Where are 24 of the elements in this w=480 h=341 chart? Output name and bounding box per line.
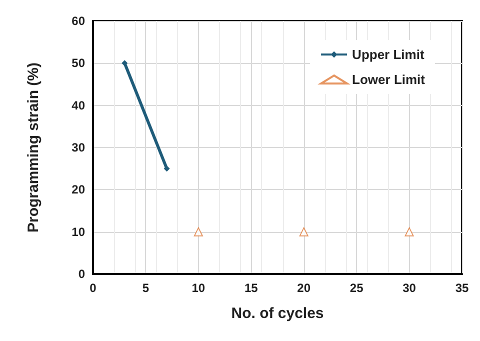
y-tick-label: 40: [72, 98, 86, 112]
x-tick-label: 15: [244, 281, 258, 295]
x-tick-label: 10: [192, 281, 206, 295]
point: [164, 166, 170, 172]
y-tick-label: 60: [72, 14, 86, 28]
y-tick-label: 0: [78, 267, 86, 281]
legend-label: Lower Limit: [352, 72, 426, 87]
y-axis-title: Programming strain (%): [25, 62, 42, 233]
legend-label: Upper Limit: [352, 47, 425, 62]
x-tick-label: 35: [455, 281, 469, 295]
x-tick-label: 25: [350, 281, 364, 295]
point: [122, 60, 128, 66]
y-tick-label: 50: [72, 56, 86, 70]
x-tick-label: 0: [90, 281, 97, 295]
y-tick-label: 20: [72, 182, 86, 197]
x-tick-label: 5: [142, 281, 150, 295]
y-tick-label: 10: [72, 224, 86, 239]
point: [299, 227, 308, 236]
x-tick-label: 20: [297, 281, 311, 295]
y-tick-label: 30: [72, 140, 86, 154]
point: [194, 227, 203, 236]
x-axis-title: No. of cycles: [231, 305, 324, 322]
x-tick-label: 30: [402, 281, 416, 295]
point: [404, 227, 414, 236]
